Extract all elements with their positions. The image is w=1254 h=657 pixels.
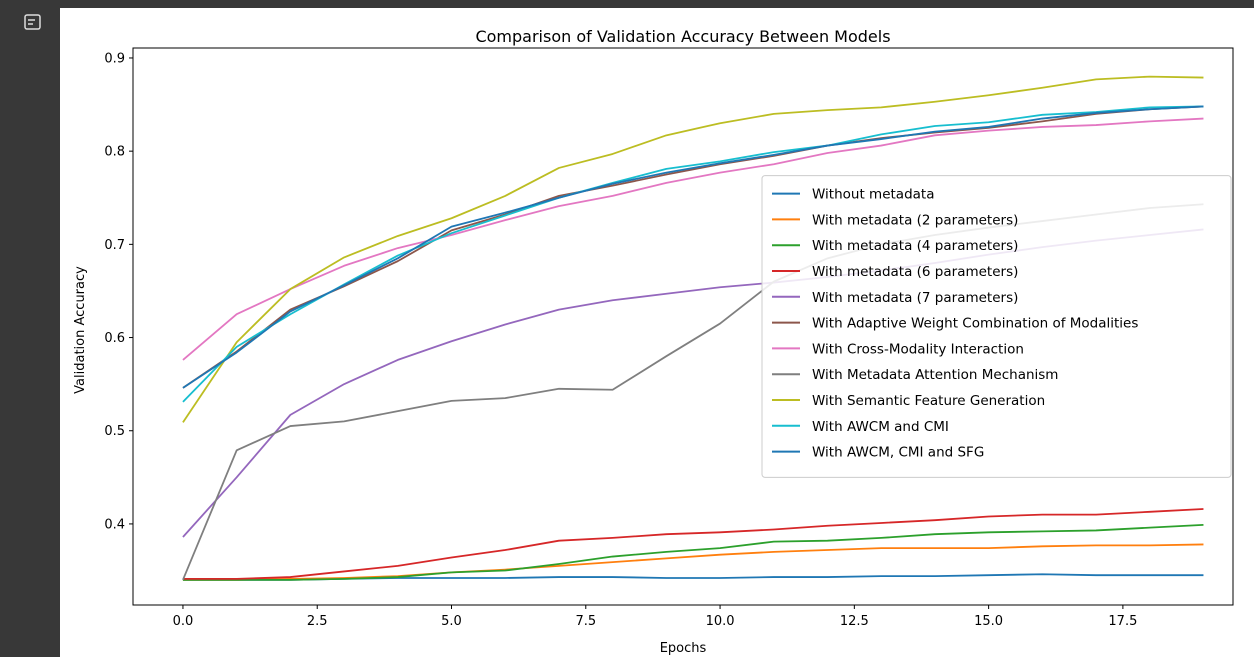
series-line [182,105,1204,389]
top-bar [0,0,1254,8]
y-tick-label: 0.9 [104,51,125,66]
legend: Without metadata With metadata (2 paramet… [761,175,1232,478]
sidebar [0,0,60,657]
legend-label: With metadata (6 parameters) [812,264,1018,280]
legend-label: With Metadata Attention Mechanism [812,367,1058,383]
legend-label: With AWCM, CMI and SFG [812,445,984,461]
x-tick-label: 0.0 [173,614,194,629]
x-tick-label: 7.5 [575,614,596,629]
x-tick-label: 17.5 [1108,614,1137,629]
legend-label: With AWCM and CMI [812,419,949,435]
legend-label: With metadata (2 parameters) [812,212,1018,228]
chart-title: Comparison of Validation Accuracy Betwee… [475,27,890,46]
legend-label: With metadata (7 parameters) [812,290,1018,306]
series-line [182,117,1204,361]
legend-label: With Cross-Modality Interaction [812,341,1024,357]
plot-frame [132,47,1234,606]
y-tick-label: 0.8 [104,145,125,160]
x-tick-label: 12.5 [840,614,869,629]
series-line [182,105,1204,403]
y-tick-label: 0.4 [104,517,125,532]
series-line [182,543,1204,581]
legend-label: Without metadata [812,187,934,203]
legend-label: With Semantic Feature Generation [812,393,1045,409]
legend-label: With metadata (4 parameters) [812,238,1018,254]
x-axis-label: Epochs [660,641,707,656]
series-line [182,508,1204,580]
series-line [182,523,1204,581]
legend-label: With Adaptive Weight Combination of Moda… [812,316,1138,332]
y-tick-label: 0.7 [104,238,125,253]
series-line [182,75,1204,423]
x-tick-label: 10.0 [706,614,735,629]
legend-box [761,175,1232,478]
x-tick-label: 5.0 [441,614,462,629]
y-axis-label: Validation Accuracy [73,266,88,394]
y-tick-label: 0.5 [104,424,125,439]
x-tick-label: 15.0 [974,614,1003,629]
series-line [182,105,1204,389]
x-tick-label: 2.5 [307,614,328,629]
y-tick-label: 0.6 [104,331,125,346]
output-icon[interactable] [24,14,41,30]
